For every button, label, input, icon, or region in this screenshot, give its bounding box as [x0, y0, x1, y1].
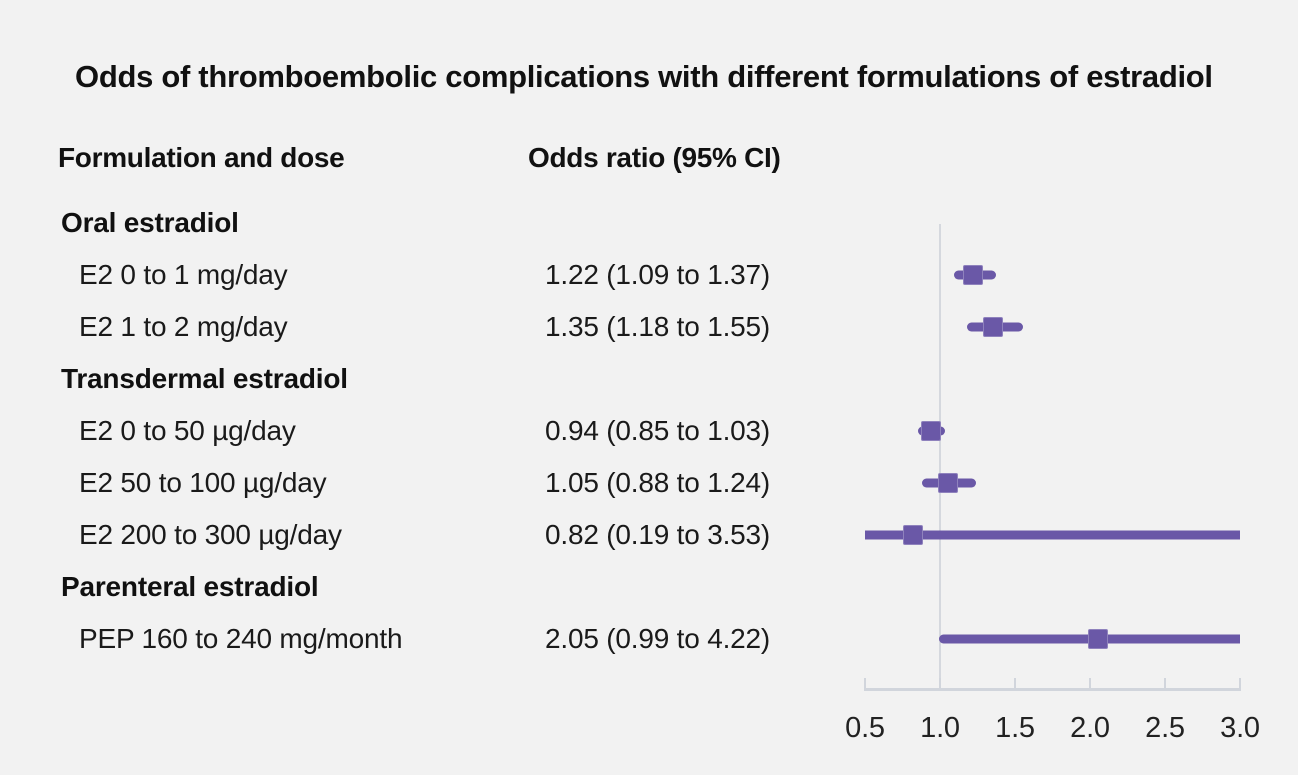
group-label: Oral estradiol — [61, 207, 239, 238]
row-or-value: 0.82 (0.19 to 3.53) — [545, 519, 771, 550]
axis-tick — [938, 678, 942, 688]
or-marker — [921, 421, 941, 441]
row-or-value: 1.05 (0.88 to 1.24) — [545, 467, 771, 498]
row-label: E2 50 to 100 µg/day — [79, 467, 327, 498]
row-or-value: 0.94 (0.85 to 1.03) — [545, 415, 771, 446]
or-marker — [982, 317, 1003, 337]
axis-tick-label: 3.0 — [1220, 712, 1260, 744]
axis-tick — [1163, 678, 1167, 688]
or-marker — [1087, 629, 1108, 649]
axis-tick — [1088, 678, 1092, 688]
axis-tick-label: 0.5 — [845, 712, 885, 744]
row-or-value: 1.22 (1.09 to 1.37) — [545, 259, 771, 290]
row-label: PEP 160 to 240 mg/month — [79, 623, 403, 654]
column-header-formulation: Formulation and dose — [58, 142, 345, 173]
ci-line — [865, 530, 1240, 540]
axis-tick — [863, 678, 867, 688]
group-label: Transdermal estradiol — [61, 363, 348, 394]
row-label: E2 200 to 300 µg/day — [79, 519, 342, 550]
chart-title: Odds of thromboembolic complications wit… — [75, 59, 1213, 94]
reference-line — [938, 224, 942, 690]
axis-tick-label: 2.5 — [1145, 712, 1185, 744]
or-marker — [903, 525, 923, 545]
column-header-odds-ratio: Odds ratio (95% CI) — [528, 142, 781, 173]
or-marker — [963, 265, 983, 285]
group-label: Parenteral estradiol — [61, 571, 319, 602]
row-label: E2 1 to 2 mg/day — [79, 311, 288, 342]
or-marker — [937, 473, 958, 493]
axis-tick — [1238, 678, 1242, 688]
axis-tick-label: 1.0 — [920, 712, 960, 744]
axis-tick-label: 1.5 — [995, 712, 1035, 744]
row-or-value: 2.05 (0.99 to 4.22) — [545, 623, 771, 654]
row-label: E2 0 to 1 mg/day — [79, 259, 288, 290]
x-axis — [863, 688, 1242, 691]
row-label: E2 0 to 50 µg/day — [79, 415, 296, 446]
axis-tick — [1013, 678, 1017, 688]
row-or-value: 1.35 (1.18 to 1.55) — [545, 311, 771, 342]
axis-tick-label: 2.0 — [1070, 712, 1110, 744]
